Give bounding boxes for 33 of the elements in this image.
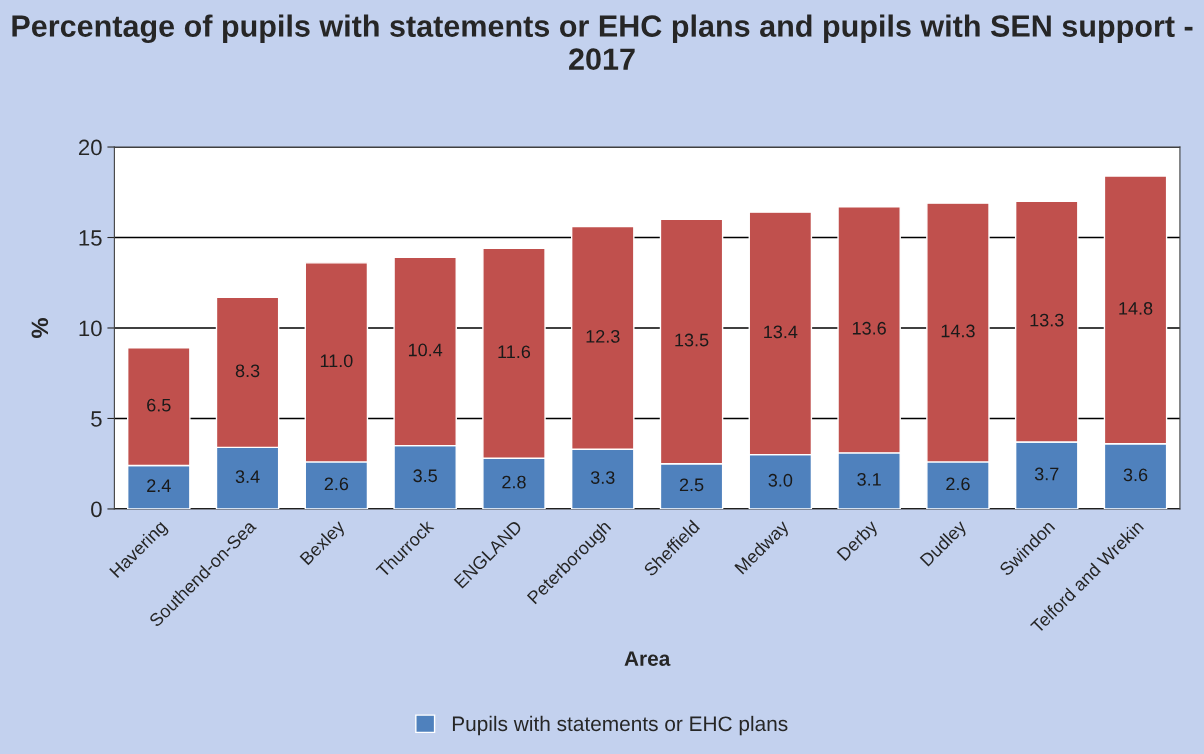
legend-label: Pupils with statements or EHC plans [452, 715, 788, 736]
data-label: 13.3 [1030, 313, 1064, 327]
data-label: 8.3 [235, 364, 260, 378]
x-axis-title: Area [624, 651, 671, 666]
data-label: 14.3 [941, 324, 975, 338]
data-label: 2.6 [946, 477, 970, 491]
data-label: 11.6 [498, 345, 531, 359]
data-label: 6.5 [147, 398, 171, 412]
y-tick-label: 5 [91, 411, 102, 427]
data-label: 13.6 [852, 321, 886, 335]
data-label: 3.7 [1034, 467, 1059, 481]
y-axis-title: % [31, 318, 49, 338]
data-label: 14.8 [1119, 301, 1153, 315]
y-tick-label: 20 [78, 139, 102, 156]
data-label: 11.0 [320, 354, 353, 368]
data-label: 3.4 [235, 470, 260, 484]
data-label: 2.5 [679, 478, 704, 492]
data-label: 2.6 [324, 477, 349, 491]
data-label: 13.4 [764, 325, 798, 339]
data-label: 3.3 [590, 471, 615, 484]
data-label: 3.6 [1123, 468, 1148, 482]
y-tick-label: 0 [91, 501, 102, 518]
data-label: 13.5 [675, 333, 709, 347]
data-label: 10.4 [408, 343, 443, 357]
data-label: 12.3 [586, 330, 620, 343]
y-tick-label: 15 [79, 230, 102, 246]
data-label: 3.0 [768, 473, 793, 487]
data-label: 2.8 [502, 475, 526, 489]
data-label: 2.4 [147, 479, 171, 492]
y-tick-label: 10 [79, 320, 102, 337]
data-label: 3.1 [857, 472, 881, 486]
chart-title: Percentage of pupils with statements or EHC plans and pupils with SEN support - 2017 [12, 14, 1193, 70]
data-label: 3.5 [413, 469, 437, 483]
